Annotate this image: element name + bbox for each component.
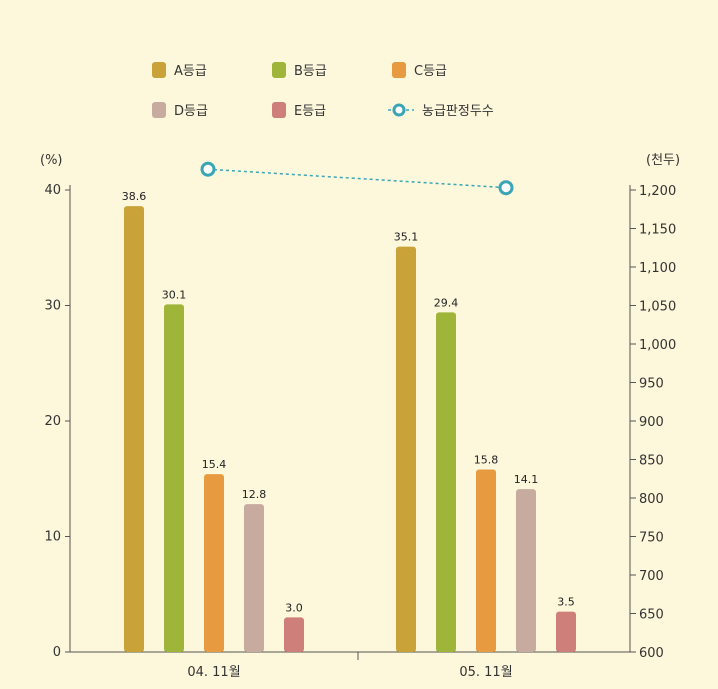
legend-marker xyxy=(392,103,406,117)
bar-value-label: 3.0 xyxy=(285,601,303,614)
bar-value-label: 38.6 xyxy=(122,190,147,203)
bar xyxy=(284,617,304,652)
left-tick-label: 0 xyxy=(53,645,61,660)
right-tick-label: 800 xyxy=(639,492,664,507)
bar-value-label: 12.8 xyxy=(242,488,267,501)
right-tick-label: 750 xyxy=(639,531,664,546)
legend-swatch xyxy=(152,62,166,78)
right-axis-label: (천두) xyxy=(646,153,680,168)
bar xyxy=(436,312,456,652)
left-tick-label: 20 xyxy=(44,414,61,429)
legend-swatch xyxy=(392,62,406,78)
bar-value-label: 3.5 xyxy=(557,596,575,609)
right-tick-label: 900 xyxy=(639,415,664,430)
bars: 04. 11월 38.6 30.1 15.4 12.8 3.0 05. 11월 35.1 29.… xyxy=(122,190,576,680)
legend-label: 농급판정두수 xyxy=(422,104,494,119)
category-label: 04. 11월 xyxy=(187,665,240,680)
legend-label: D등급 xyxy=(174,104,208,119)
right-tick-label: 1,050 xyxy=(639,300,676,315)
legend-swatch xyxy=(272,102,286,118)
legend-swatch xyxy=(272,62,286,78)
right-tick-label: 650 xyxy=(639,608,664,623)
legend-label: E등급 xyxy=(294,104,326,119)
category-label: 05. 11월 xyxy=(459,665,512,680)
bar xyxy=(556,611,576,652)
right-tick-label: 1,200 xyxy=(639,184,676,199)
right-tick-label: 1,100 xyxy=(639,261,676,276)
left-tick-label: 30 xyxy=(44,299,61,314)
right-tick-label: 700 xyxy=(639,569,664,584)
right-tick-label: 1,000 xyxy=(639,338,676,353)
bar-value-label: 14.1 xyxy=(514,473,539,486)
right-tick-label: 600 xyxy=(639,646,664,661)
line-path xyxy=(207,168,507,189)
bar-value-label: 15.4 xyxy=(202,458,227,471)
bar xyxy=(244,504,264,652)
bar xyxy=(124,206,144,653)
legend-label: C등급 xyxy=(414,64,447,79)
legend: A등급 B등급 C등급 D등급 E등급 농급판정두수 xyxy=(152,62,494,119)
right-tick-label: 850 xyxy=(639,454,664,469)
right-tick-label: 1,150 xyxy=(639,223,676,238)
bar xyxy=(516,489,536,652)
legend-label: A등급 xyxy=(174,64,207,79)
line-point xyxy=(200,161,216,177)
bar-value-label: 29.4 xyxy=(434,296,459,309)
bar xyxy=(396,246,416,652)
bar xyxy=(164,304,184,652)
left-axis-label: (%) xyxy=(40,153,63,168)
left-tick-label: 10 xyxy=(44,530,61,545)
line-series xyxy=(200,161,514,196)
right-tick-label: 950 xyxy=(639,377,664,392)
left-tick-label: 40 xyxy=(44,183,61,198)
bar-value-label: 30.1 xyxy=(162,288,187,301)
axes: 0 10 20 30 40 600 650 700 750 800 850 900 950 1,000 1,… xyxy=(44,183,676,661)
legend-label: B등급 xyxy=(294,64,327,79)
bar-value-label: 15.8 xyxy=(474,454,499,467)
bar-value-label: 35.1 xyxy=(394,231,419,244)
bar xyxy=(476,469,496,652)
bar xyxy=(204,474,224,652)
line-point xyxy=(498,180,514,196)
legend-swatch xyxy=(152,102,166,118)
